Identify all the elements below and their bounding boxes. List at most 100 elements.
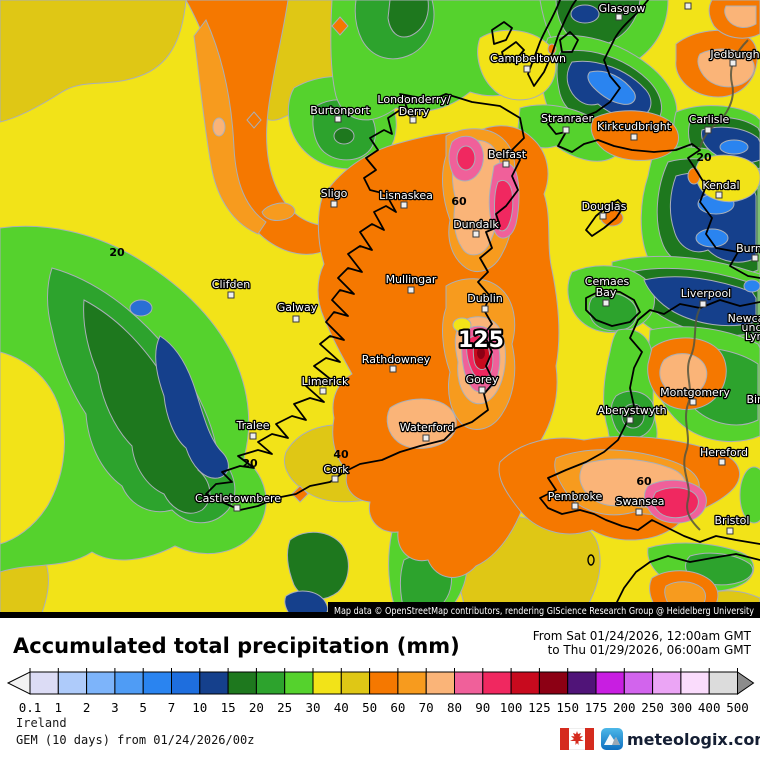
city-label: Clifden [212,278,250,291]
city-marker [705,127,711,133]
city-marker [690,399,696,405]
legend-tick-label: 250 [641,700,664,715]
city-marker [234,505,240,511]
legend-tick-label: 70 [419,700,434,715]
legend-tick-label: 60 [390,700,405,715]
city-label: Montgomery [660,386,730,399]
legend-tick-label: 125 [528,700,551,715]
legend-cell [30,672,58,694]
city-label: Bay [596,286,617,299]
legend-tick-label: 400 [698,700,721,715]
peak-value-label: 125 [458,328,504,353]
city-marker [331,201,337,207]
legend-cell [681,672,709,694]
period-from: From Sat 01/24/2026, 12:00am GMT [533,629,751,643]
meteologix-mountain-icon [601,728,623,750]
legend-tick-label: 200 [613,700,636,715]
city-marker [228,292,234,298]
city-label: Lyr [745,330,760,343]
city-label: Galway [277,301,318,314]
city-marker [320,388,326,394]
city-label: Burn [736,242,760,255]
city-marker [627,417,633,423]
city-label: Hereford [700,446,748,459]
contour-value-label: 20 [109,246,125,259]
canada-flag-icon [560,728,594,750]
legend-cell [398,672,426,694]
city-marker [631,134,637,140]
city-marker [332,476,338,482]
city-marker [524,66,530,72]
legend-cell [455,672,483,694]
city-label: Glasgow [599,2,646,15]
legend-tick-label: 25 [277,700,292,715]
legend-tick-label: 7 [168,700,176,715]
contour-value-label: 20 [242,457,258,470]
city-label: Swansea [616,495,665,508]
city-label: Derry [399,105,430,118]
legend-cell [228,672,256,694]
city-marker [473,231,479,237]
city-label: Burtonport [310,104,370,117]
legend-cell [200,672,228,694]
period-to: to Thu 01/29/2026, 06:00am GMT [533,643,751,657]
legend-tick-label: 30 [305,700,320,715]
page-title: Accumulated total precipitation (mm) [13,634,460,658]
legend-cell [256,672,284,694]
legend-tick-label: 40 [334,700,349,715]
legend-cell [87,672,115,694]
precipitation-map: 202060402060125 GlasgowCampbeltownJedbur… [0,0,760,618]
city-marker [479,387,485,393]
legend-cell [511,672,539,694]
legend-cell [426,672,454,694]
city-label: Stranraer [541,112,594,125]
city-label: Kirkcudbright [597,120,672,133]
region-label: Ireland [16,716,67,730]
city-marker [572,503,578,509]
city-label: Jedburgh [709,48,759,61]
color-scale-legend: 0.11235710152025304050607080901001251501… [0,668,760,718]
legend-tick-label: 3 [111,700,119,715]
city-label: Waterford [400,421,454,434]
city-label: Dundalk [453,218,499,231]
city-label: Bir [746,393,760,406]
legend-tick-label: 50 [362,700,377,715]
info-panel: Accumulated total precipitation (mm) Fro… [0,618,760,760]
legend-cell [709,672,737,694]
city-marker [401,202,407,208]
legend-tick-label: 300 [670,700,693,715]
city-label: Rathdowney [362,353,431,366]
legend-cell [172,672,200,694]
legend-tick-label: 1 [55,700,63,715]
city-marker [719,459,725,465]
city-marker [563,127,569,133]
city-marker [752,255,758,261]
city-label: Gorey [466,373,499,386]
city-label: Limerick [302,375,349,388]
city-marker [700,301,706,307]
legend-tick-label: 5 [139,700,147,715]
city-label: Belfast [488,148,527,161]
legend-cell [596,672,624,694]
city-marker [482,306,488,312]
legend-cell [115,672,143,694]
map-canvas: 202060402060125 GlasgowCampbeltownJedbur… [0,0,760,618]
city-marker [727,528,733,534]
city-marker [503,161,509,167]
city-marker [390,366,396,372]
legend-left-arrow [8,672,30,694]
city-marker [603,300,609,306]
legend-tick-label: 80 [447,700,462,715]
legend-cell [624,672,652,694]
city-label: Cork [323,463,349,476]
city-marker [250,433,256,439]
city-label: Sligo [321,187,348,200]
contour-value-label: 60 [636,475,652,488]
city-label: Campbeltown [490,52,566,65]
contour-value-label: 40 [333,448,349,461]
city-label: Dublin [467,292,503,305]
city-marker [293,316,299,322]
city-label: Pembroke [548,490,603,503]
legend-cell [483,672,511,694]
city-label: Lisnaskea [379,189,433,202]
